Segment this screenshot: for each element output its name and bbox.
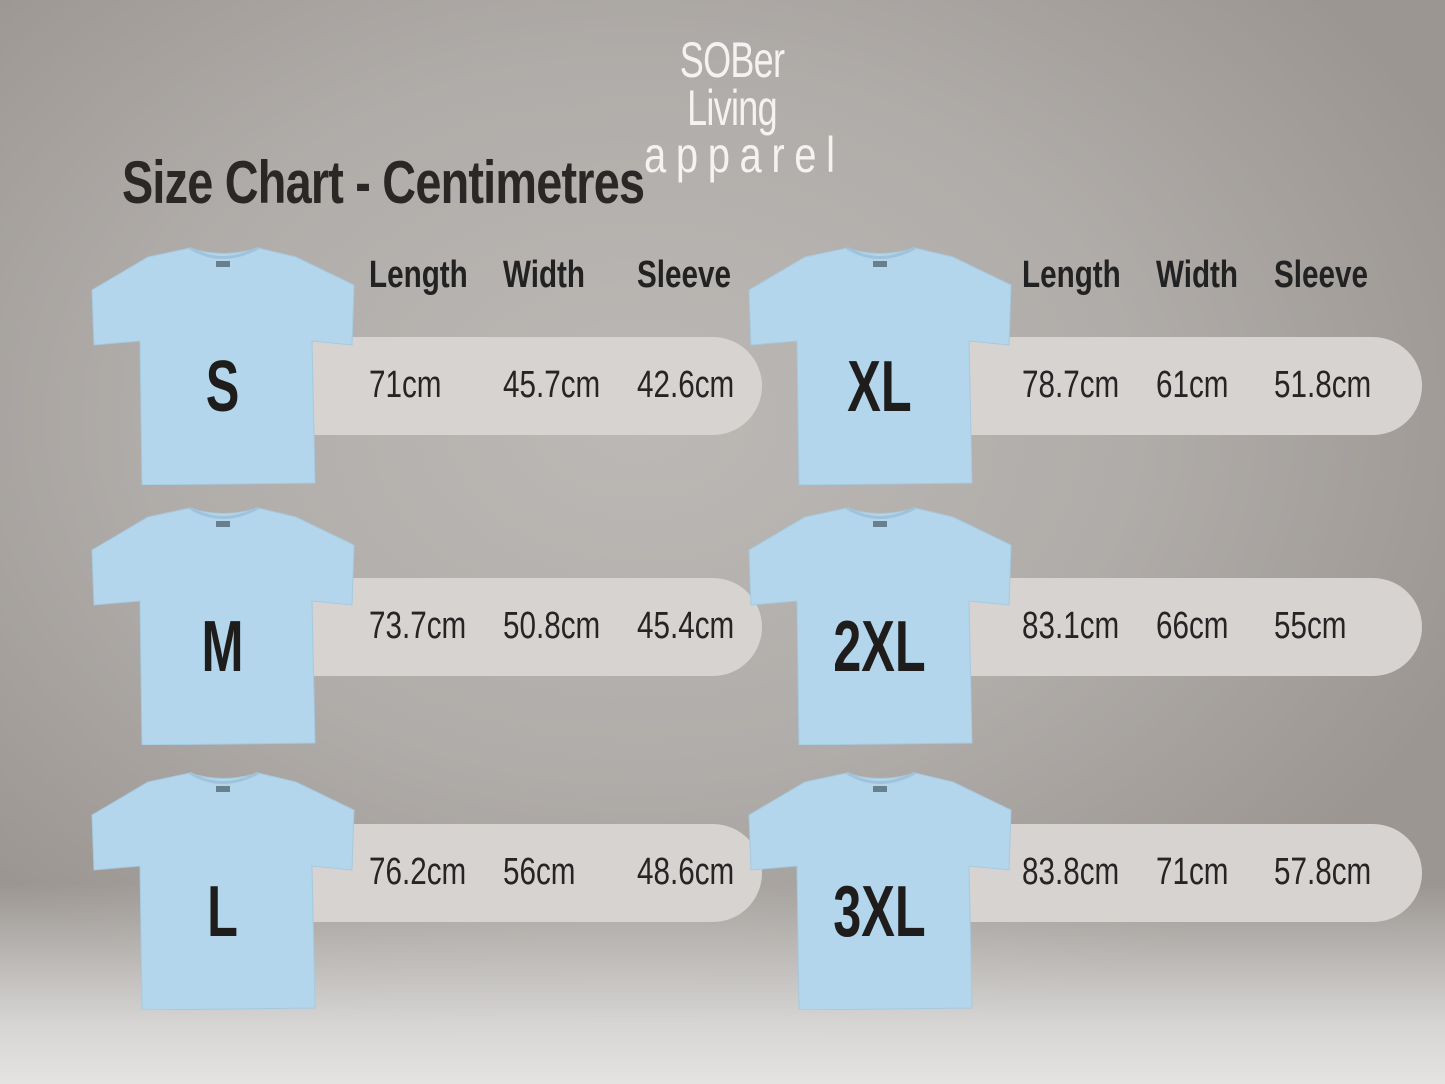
width-value: 56cm [503, 851, 576, 893]
sleeve-value: 48.6cm [637, 851, 735, 893]
brand-logo: SOBer Living apparel [622, 32, 845, 183]
length-value: 83.8cm [1022, 851, 1120, 893]
column-header-width: Width [1156, 254, 1239, 296]
length-value: 76.2cm [369, 851, 467, 893]
width-value: 66cm [1156, 605, 1229, 647]
measurement-bar [300, 578, 762, 676]
size-label: 2XL [833, 607, 926, 687]
tshirt-icon: 3XL [747, 770, 1012, 1010]
size-label: 3XL [833, 872, 926, 952]
length-value: 71cm [369, 364, 442, 406]
logo-line-1: SOBer Living [679, 32, 785, 136]
tshirt-icon: S [90, 245, 355, 485]
page-title: Size Chart - Centimetres [122, 149, 645, 216]
measurement-bar [300, 337, 762, 435]
tshirt-icon: XL [747, 245, 1012, 485]
size-label: S [205, 347, 240, 427]
sleeve-value: 45.4cm [637, 605, 735, 647]
width-value: 61cm [1156, 364, 1229, 406]
length-value: 78.7cm [1022, 364, 1120, 406]
tshirt-icon: L [90, 770, 355, 1010]
sleeve-value: 51.8cm [1274, 364, 1372, 406]
measurement-bar [960, 824, 1422, 922]
column-header-width: Width [503, 254, 586, 296]
column-header-sleeve: Sleeve [637, 254, 731, 296]
column-header-length: Length [1022, 254, 1121, 296]
sleeve-value: 42.6cm [637, 364, 735, 406]
tshirt-icon: M [90, 505, 355, 745]
measurement-bar [960, 337, 1422, 435]
sleeve-value: 57.8cm [1274, 851, 1372, 893]
length-value: 73.7cm [369, 605, 467, 647]
tshirt-icon: 2XL [747, 505, 1012, 745]
width-value: 45.7cm [503, 364, 601, 406]
size-label: XL [847, 347, 912, 427]
measurement-bar [300, 824, 762, 922]
logo-line-2: apparel [644, 127, 845, 183]
length-value: 83.1cm [1022, 605, 1120, 647]
width-value: 50.8cm [503, 605, 601, 647]
size-label: M [201, 607, 244, 687]
column-header-sleeve: Sleeve [1274, 254, 1368, 296]
column-header-length: Length [369, 254, 468, 296]
width-value: 71cm [1156, 851, 1229, 893]
sleeve-value: 55cm [1274, 605, 1347, 647]
size-label: L [207, 872, 238, 952]
measurement-bar [960, 578, 1422, 676]
